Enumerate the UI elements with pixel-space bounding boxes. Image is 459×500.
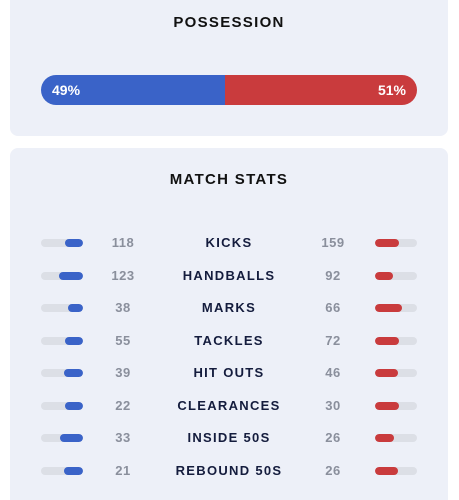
away-value: 46 xyxy=(325,365,341,380)
home-share-fill xyxy=(58,271,83,280)
home-share-bar xyxy=(41,239,83,247)
away-share-bar xyxy=(375,239,417,247)
possession-bar: 49% 51% xyxy=(41,75,417,105)
home-value: 39 xyxy=(115,365,131,380)
away-share-fill xyxy=(375,369,398,377)
away-share-bar xyxy=(375,434,417,442)
home-value: 118 xyxy=(111,235,135,250)
home-share-fill xyxy=(63,369,83,377)
possession-title: POSSESSION xyxy=(173,14,285,31)
home-share-bar xyxy=(41,434,83,442)
stat-row: 39 HIT OUTS 46 xyxy=(10,360,448,393)
home-share-bar xyxy=(41,304,83,312)
home-share-fill xyxy=(65,239,83,247)
home-share-fill xyxy=(64,336,83,345)
possession-home-segment: 49% xyxy=(41,75,226,105)
stat-row: 38 MARKS 66 xyxy=(10,295,448,328)
match-stats-title: MATCH STATS xyxy=(169,171,289,188)
away-share-bar xyxy=(375,466,417,475)
home-share-bar xyxy=(41,271,83,280)
home-share-bar xyxy=(41,369,83,377)
away-value: 30 xyxy=(325,397,341,413)
match-stats-card: MATCH STATS 118 KICKS 159 123 HANDBALLS 92 38 M… xyxy=(10,148,448,500)
stat-row: 118 KICKS 159 xyxy=(10,230,448,263)
home-value: 55 xyxy=(115,332,131,348)
away-share-fill xyxy=(375,401,400,410)
home-share-fill xyxy=(64,466,83,475)
stat-label: INSIDE 50S xyxy=(187,430,271,445)
stat-label: KICKS xyxy=(205,235,253,250)
away-share-bar xyxy=(375,401,417,410)
possession-home-label: 49% xyxy=(52,82,81,98)
stat-label: TACKLES xyxy=(194,332,264,348)
away-share-bar xyxy=(375,304,417,312)
away-share-fill xyxy=(375,304,402,312)
stat-label: REBOUND 50S xyxy=(175,462,283,478)
stat-row: 55 TACKLES 72 xyxy=(10,328,448,361)
stat-label: HANDBALLS xyxy=(182,267,276,283)
possession-away-segment: 51% xyxy=(225,75,417,105)
away-value: 72 xyxy=(325,332,341,348)
away-share-fill xyxy=(375,336,399,345)
away-value: 26 xyxy=(325,462,341,478)
stat-row: 33 INSIDE 50S 26 xyxy=(10,425,448,458)
away-share-fill xyxy=(375,271,393,280)
stats-rows: 118 KICKS 159 123 HANDBALLS 92 38 MARKS 66 55 TACK… xyxy=(10,230,448,490)
away-value: 92 xyxy=(325,267,341,283)
home-value: 38 xyxy=(115,300,131,315)
away-share-fill xyxy=(375,434,394,442)
away-share-bar xyxy=(375,271,417,280)
home-share-bar xyxy=(41,401,83,410)
home-share-fill xyxy=(59,434,83,442)
home-share-bar xyxy=(41,466,83,475)
home-value: 123 xyxy=(111,267,135,283)
away-share-bar xyxy=(375,336,417,345)
stat-label: MARKS xyxy=(201,300,257,315)
home-value: 33 xyxy=(115,430,131,445)
stat-row: 22 CLEARANCES 30 xyxy=(10,393,448,426)
home-share-fill xyxy=(67,304,83,312)
home-share-fill xyxy=(65,401,83,410)
stat-label: HIT OUTS xyxy=(193,365,265,380)
away-value: 159 xyxy=(321,235,345,250)
away-value: 66 xyxy=(325,300,341,315)
home-share-bar xyxy=(41,336,83,345)
stat-row: 123 HANDBALLS 92 xyxy=(10,263,448,296)
stat-label: CLEARANCES xyxy=(177,397,281,413)
possession-away-label: 51% xyxy=(377,82,406,98)
possession-card: POSSESSION 49% 51% xyxy=(10,0,448,136)
home-value: 21 xyxy=(115,462,131,478)
stat-row: 21 REBOUND 50S 26 xyxy=(10,458,448,491)
away-share-fill xyxy=(375,466,399,475)
away-share-fill xyxy=(375,239,400,247)
away-value: 26 xyxy=(325,430,341,445)
home-value: 22 xyxy=(115,397,131,413)
away-share-bar xyxy=(375,369,417,377)
